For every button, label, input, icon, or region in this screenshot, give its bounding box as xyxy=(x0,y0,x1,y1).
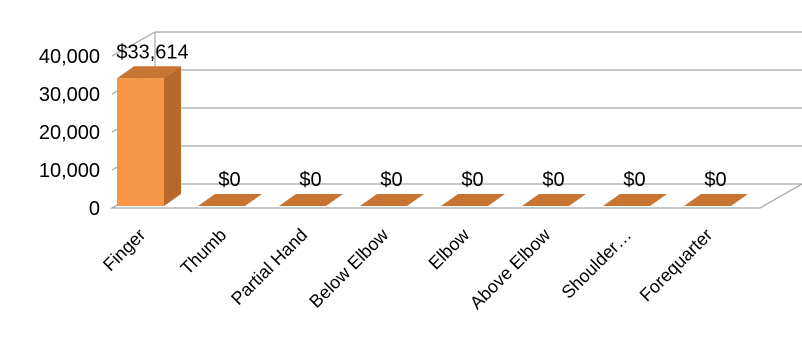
bar-front xyxy=(117,78,164,206)
y-tick-label: 40,000 xyxy=(39,46,100,68)
data-label: $0 xyxy=(218,169,240,191)
bar xyxy=(603,194,667,206)
x-category-label: Elbow xyxy=(425,224,475,274)
data-label: $0 xyxy=(380,169,402,191)
y-tick-label: 30,000 xyxy=(39,84,100,106)
y-tick-label: 10,000 xyxy=(39,160,100,182)
x-category-label: Partial Hand xyxy=(227,225,311,309)
bar-top xyxy=(360,194,424,206)
bar xyxy=(117,66,181,206)
bar-side xyxy=(164,66,181,206)
bars xyxy=(117,66,748,206)
gridlines xyxy=(109,31,802,209)
bar-top xyxy=(603,194,667,206)
bar-top xyxy=(198,194,262,206)
x-category-label: Above Elbow xyxy=(466,224,555,313)
data-labels: $33,614 $0 $0 $0 $0 $0 $0 $0 xyxy=(116,41,726,191)
bar-top xyxy=(522,194,586,206)
y-tick-label: 20,000 xyxy=(39,122,100,144)
data-label: $0 xyxy=(299,169,321,191)
data-label: $0 xyxy=(542,169,564,191)
gridline-side xyxy=(111,31,156,57)
y-axis-ticks: 0 10,000 20,000 30,000 40,000 xyxy=(39,46,100,220)
y-tick-label: 0 xyxy=(89,198,100,220)
data-label: $0 xyxy=(461,169,483,191)
x-category-label: Forequarter xyxy=(636,225,717,306)
bar xyxy=(360,194,424,206)
bar xyxy=(522,194,586,206)
x-category-label: Thumb xyxy=(177,225,231,279)
x-category-label: Shoulder… xyxy=(558,225,636,303)
x-category-label: Below Elbow xyxy=(305,224,393,312)
bar-top xyxy=(441,194,505,206)
data-label: $0 xyxy=(623,169,645,191)
bar-top xyxy=(117,66,181,79)
bar xyxy=(441,194,505,206)
x-category-label: Finger xyxy=(99,225,149,275)
bar xyxy=(684,194,748,206)
bar-top xyxy=(684,194,748,206)
data-label: $33,614 xyxy=(116,41,188,63)
bar xyxy=(198,194,262,206)
data-label: $0 xyxy=(704,169,726,191)
bar-top xyxy=(279,194,343,206)
bar xyxy=(279,194,343,206)
